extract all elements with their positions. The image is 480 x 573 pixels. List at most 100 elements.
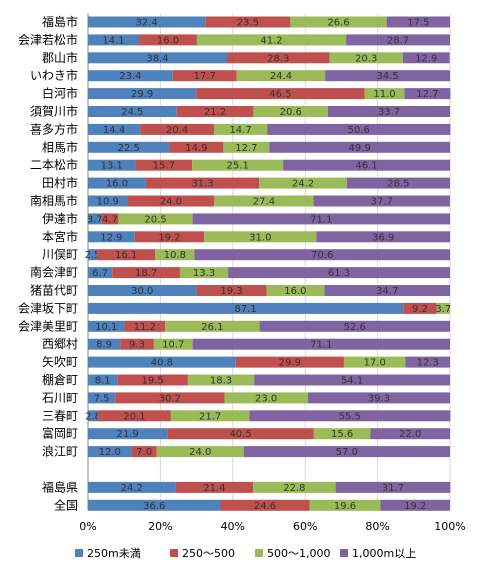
bar-segment xyxy=(131,446,157,458)
data-label: 19.3 xyxy=(220,286,242,297)
bar-segment xyxy=(346,34,450,46)
data-label: 40.5 xyxy=(229,429,251,440)
data-label: 36.6 xyxy=(143,501,165,512)
data-label: 12.7 xyxy=(416,89,438,100)
bar-segment xyxy=(88,285,197,296)
data-label: 10.7 xyxy=(162,340,184,351)
bar-segment xyxy=(134,231,205,243)
bar-segment xyxy=(165,320,260,332)
data-label: 24.0 xyxy=(189,447,211,458)
x-tick-label: 20% xyxy=(148,520,172,533)
bar-segment xyxy=(169,141,224,153)
category-label: 川俣町 xyxy=(42,248,78,262)
bar-segment xyxy=(196,285,267,296)
data-label: 8.9 xyxy=(96,340,112,351)
data-label: 28.5 xyxy=(387,179,409,190)
bar-segment xyxy=(335,481,451,493)
legend-swatch xyxy=(170,549,178,557)
data-label: 49.9 xyxy=(349,143,371,154)
category-label: 富岡町 xyxy=(42,426,78,441)
data-label: 19.2 xyxy=(158,232,180,243)
category-label: 福島市 xyxy=(42,14,78,29)
data-label: 25.1 xyxy=(227,161,249,172)
bar-segment xyxy=(88,428,168,440)
data-label: 30.0 xyxy=(131,286,153,297)
data-label: 31.3 xyxy=(191,179,213,190)
data-label: 15.6 xyxy=(331,429,353,440)
bar-segment xyxy=(88,249,98,261)
bar-segment xyxy=(380,499,450,511)
data-label: 55.5 xyxy=(339,411,361,422)
data-label: 27.4 xyxy=(253,197,275,208)
bar-segment xyxy=(253,106,329,117)
data-label: 34.5 xyxy=(376,71,398,82)
bar-segment xyxy=(269,141,450,153)
legend-swatch xyxy=(340,549,348,557)
data-label: 12.7 xyxy=(235,143,257,154)
category-label: 三春町 xyxy=(42,409,78,423)
bar-segment xyxy=(88,499,221,511)
data-label: 29.9 xyxy=(131,89,153,100)
bar-segment xyxy=(267,123,451,135)
bar-segment xyxy=(135,159,193,171)
bar-segment xyxy=(98,410,171,422)
bar-segment xyxy=(155,249,195,261)
data-label: 17.0 xyxy=(364,358,386,369)
data-label: 29.9 xyxy=(279,358,301,369)
bar-segment xyxy=(290,16,387,28)
bar-segment xyxy=(172,70,237,82)
bar-segment xyxy=(88,16,206,28)
bar-segment xyxy=(254,374,450,386)
data-label: 19.6 xyxy=(334,501,356,512)
data-label: 24.0 xyxy=(160,197,182,208)
category-label: 会津美里町 xyxy=(18,319,78,333)
data-label: 20.5 xyxy=(144,214,166,225)
data-label: 36.9 xyxy=(372,232,394,243)
category-label: 南相馬市 xyxy=(30,193,78,208)
bar-segment xyxy=(88,302,404,314)
bar-segment xyxy=(405,356,450,368)
bar-segment xyxy=(227,52,330,64)
bar-segment xyxy=(259,177,347,189)
bar-segment xyxy=(370,428,450,440)
bar-segment xyxy=(205,16,291,28)
bar-segment xyxy=(153,338,193,350)
bar-segment xyxy=(402,52,450,64)
data-label: 23.4 xyxy=(119,71,141,82)
category-label: 会津若松市 xyxy=(18,32,78,47)
data-label: 21.2 xyxy=(204,107,226,118)
data-label: 41.2 xyxy=(260,35,282,46)
bar-segment xyxy=(88,123,141,135)
x-tick-label: 60% xyxy=(293,520,317,533)
data-label: 30.2 xyxy=(159,393,181,404)
data-label: 46.5 xyxy=(269,89,291,100)
data-label: 17.5 xyxy=(407,18,429,29)
legend-label: 500～1,000 xyxy=(267,547,331,560)
legend-label: 1,000m以上 xyxy=(352,547,416,560)
bar-segment xyxy=(364,88,405,100)
bar-segment xyxy=(436,302,450,314)
bar-segment xyxy=(214,195,314,207)
data-label: 19.5 xyxy=(141,376,163,387)
bar-segment xyxy=(196,88,365,100)
bar-segment xyxy=(328,106,450,117)
data-label: 20.3 xyxy=(355,53,377,64)
data-label: 22.0 xyxy=(399,429,421,440)
bar-segment xyxy=(127,195,215,207)
category-label: 棚倉町 xyxy=(42,372,78,387)
data-label: 57.0 xyxy=(336,447,358,458)
bar-segment xyxy=(223,141,270,153)
bar-segment xyxy=(88,52,228,64)
category-label: 二本松市 xyxy=(30,157,78,172)
data-label: 14.9 xyxy=(185,143,207,154)
bar-segment xyxy=(88,481,176,493)
data-label: 39.3 xyxy=(368,393,390,404)
bar-segment xyxy=(235,356,344,368)
bar-segment xyxy=(213,123,268,135)
data-label: 70.6 xyxy=(311,250,333,261)
bar-segment xyxy=(386,16,450,28)
data-label: 24.5 xyxy=(121,107,143,118)
bar-segment xyxy=(316,231,450,243)
x-tick-label: 100% xyxy=(434,520,465,533)
bar-segment xyxy=(88,374,118,386)
